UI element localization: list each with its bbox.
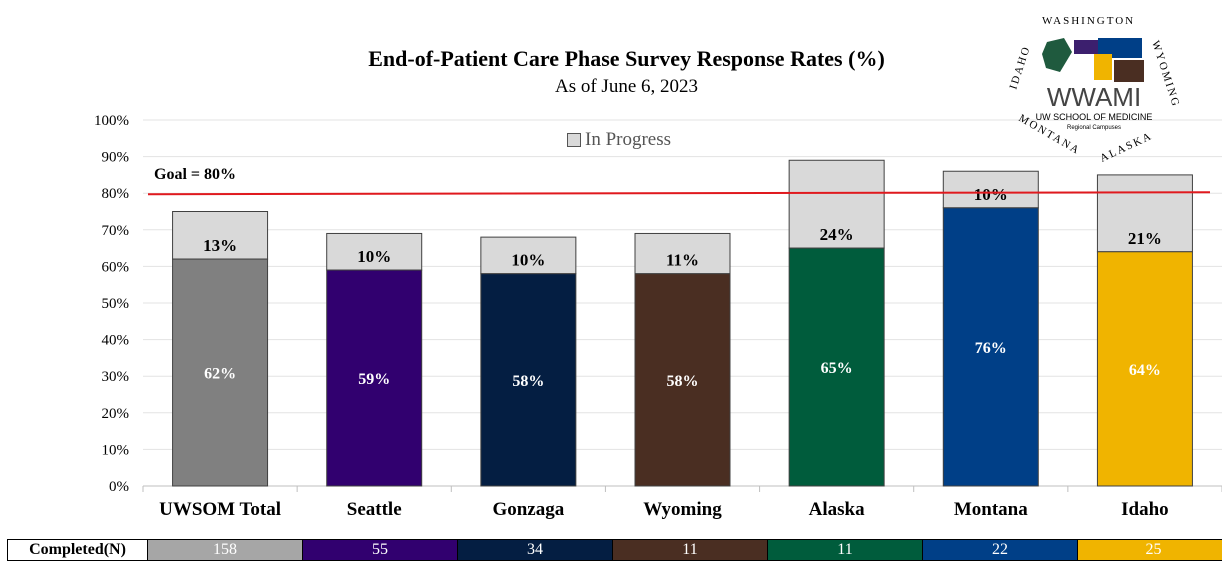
bar-in-progress-label: 21% bbox=[1128, 229, 1162, 248]
completed-table-cell: 158 bbox=[147, 540, 302, 560]
x-category-label: Idaho bbox=[1121, 499, 1169, 520]
y-tick-label: 60% bbox=[102, 259, 130, 275]
wwami-logo: WASHINGTON WYOMING ALASKA MONTANA IDAHO … bbox=[1002, 2, 1182, 165]
bar-completed bbox=[172, 258, 269, 487]
completed-table-cell: 55 bbox=[302, 540, 457, 560]
y-tick-label: 20% bbox=[102, 406, 130, 422]
bar-completed bbox=[480, 273, 577, 487]
goal-line bbox=[147, 191, 1211, 196]
y-tick-label: 80% bbox=[102, 186, 130, 202]
bar-completed-label: 58% bbox=[667, 373, 699, 390]
bar-completed bbox=[634, 273, 731, 487]
bar-in-progress bbox=[942, 170, 1039, 209]
logo-map-icon bbox=[1042, 38, 1144, 82]
logo-state-wyoming: WYOMING bbox=[1149, 39, 1180, 109]
y-tick-label: 40% bbox=[102, 333, 130, 349]
legend: In Progress bbox=[567, 129, 671, 151]
bar-completed bbox=[942, 207, 1039, 487]
x-category-label: Seattle bbox=[347, 499, 402, 520]
completed-table: Completed(N) 158 55 34 11 11 22 25 bbox=[7, 539, 1222, 561]
x-category-label: Gonzaga bbox=[492, 499, 564, 520]
bar-in-progress bbox=[326, 232, 423, 271]
y-tick-label: 30% bbox=[102, 369, 130, 385]
y-tick-label: 50% bbox=[102, 296, 130, 312]
bar-in-progress-label: 11% bbox=[666, 251, 699, 270]
logo-state-alaska: ALASKA bbox=[1098, 130, 1154, 164]
bar-completed-label: 76% bbox=[975, 340, 1007, 357]
bar-in-progress-label: 10% bbox=[974, 185, 1008, 204]
bar-in-progress-label: 10% bbox=[511, 251, 545, 270]
completed-table-cell: 11 bbox=[612, 540, 767, 560]
bar-completed-label: 65% bbox=[821, 360, 853, 377]
bar-in-progress bbox=[172, 211, 269, 260]
y-tick-label: 90% bbox=[102, 150, 130, 166]
chart-title: End-of-Patient Care Phase Survey Respons… bbox=[368, 46, 885, 71]
bar-chart: 0% 10% 20% 30% 40% 50% 60% 70% 80% 90% 100% 62% 13% U… bbox=[94, 113, 1222, 520]
y-tick-label: 100% bbox=[94, 113, 129, 129]
chart-subtitle: As of June 6, 2023 bbox=[554, 76, 699, 97]
bar-completed-label: 62% bbox=[204, 366, 236, 383]
y-tick-label: 0% bbox=[109, 479, 129, 495]
x-category-label: Alaska bbox=[809, 499, 865, 520]
completed-table-cell: 34 bbox=[457, 540, 612, 560]
completed-table-cell: 22 bbox=[922, 540, 1077, 560]
bar-completed-label: 64% bbox=[1129, 362, 1161, 379]
bar-in-progress-label: 24% bbox=[820, 225, 854, 244]
bar-completed bbox=[1096, 251, 1193, 487]
legend-swatch-in-progress bbox=[567, 133, 581, 147]
logo-line1: UW SCHOOL OF MEDICINE bbox=[1036, 112, 1153, 122]
bar-in-progress bbox=[1096, 174, 1193, 253]
bar-in-progress bbox=[480, 236, 577, 275]
completed-table-cell: 11 bbox=[767, 540, 922, 560]
goal-label: Goal = 80% bbox=[154, 166, 236, 183]
x-category-label: Montana bbox=[954, 499, 1028, 520]
x-category-label: Wyoming bbox=[643, 499, 722, 520]
logo-line2: Regional Campuses bbox=[1067, 125, 1121, 131]
legend-label-in-progress: In Progress bbox=[585, 129, 672, 150]
bar-completed bbox=[326, 269, 423, 487]
y-tick-label: 10% bbox=[102, 442, 130, 458]
bar-in-progress bbox=[788, 159, 885, 249]
bar-completed bbox=[788, 247, 885, 487]
bar-completed-label: 59% bbox=[358, 371, 390, 388]
bar-in-progress bbox=[634, 232, 731, 275]
bar-in-progress-label: 10% bbox=[357, 247, 391, 266]
bar-in-progress-label: 13% bbox=[203, 236, 237, 255]
logo-state-washington: WASHINGTON bbox=[1042, 15, 1135, 27]
bar-completed-label: 58% bbox=[512, 373, 544, 390]
y-tick-label: 70% bbox=[102, 223, 130, 239]
logo-state-idaho: IDAHO bbox=[1007, 44, 1032, 91]
completed-table-cell: 25 bbox=[1077, 540, 1222, 560]
logo-wordmark: WWAMI bbox=[1047, 82, 1141, 112]
x-category-label: UWSOM Total bbox=[159, 499, 281, 520]
completed-table-header: Completed(N) bbox=[8, 540, 147, 560]
